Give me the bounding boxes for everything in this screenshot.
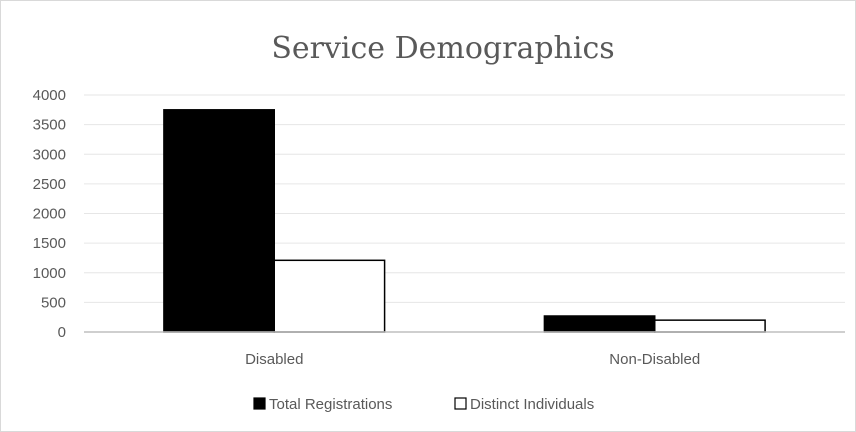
y-axis-ticks: 0 500 1000 1500 2000 2500 3000 3500 4000 [33, 87, 66, 341]
bar-total-registrations-non-disabled [543, 315, 656, 333]
y-tick-label: 500 [41, 294, 66, 311]
bar-distinct-individuals-non-disabled [654, 319, 766, 333]
x-axis-categories: Disabled Non-Disabled [245, 351, 700, 368]
legend-swatch [253, 397, 266, 410]
bar-distinct-individuals-disabled [273, 259, 386, 333]
y-tick-label: 2000 [33, 206, 66, 223]
bars [163, 109, 766, 333]
y-tick-label: 3500 [33, 117, 66, 134]
legend: Total Registrations Distinct Individuals [253, 396, 594, 413]
y-tick-label: 1000 [33, 265, 66, 282]
legend-label: Total Registrations [269, 396, 392, 413]
y-tick-label: 4000 [33, 87, 66, 104]
y-tick-label: 2500 [33, 176, 66, 193]
y-tick-label: 1500 [33, 235, 66, 252]
y-tick-label: 3000 [33, 146, 66, 163]
legend-label: Distinct Individuals [470, 396, 594, 413]
x-category-label: Non-Disabled [609, 351, 700, 368]
legend-swatch [454, 397, 467, 410]
y-tick-label: 0 [58, 324, 66, 341]
chart-title: Service Demographics [271, 31, 614, 66]
bar-total-registrations-disabled [163, 109, 275, 333]
x-category-label: Disabled [245, 351, 303, 368]
